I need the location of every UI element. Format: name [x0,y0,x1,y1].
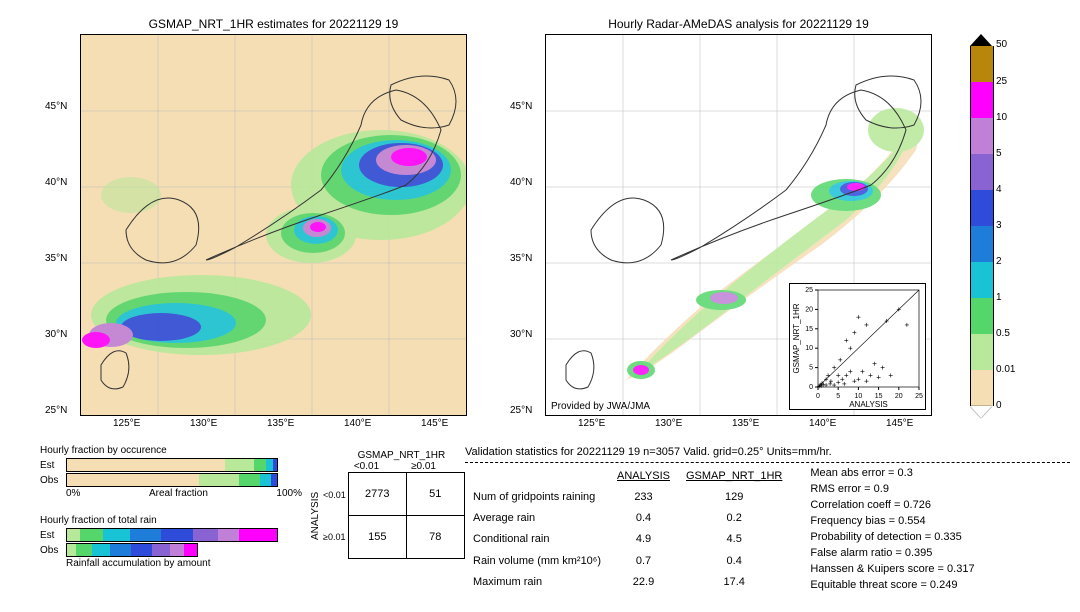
svg-text:0: 0 [809,384,813,391]
svg-text:0: 0 [816,393,820,400]
occ-axis-0: 0% [66,488,80,499]
contingency-table: 277351 15578 [348,472,465,559]
hbar-tot-caption: Rainfall accumulation by amount [66,558,278,569]
svg-text:25: 25 [805,287,813,294]
occ-axis-2: 100% [276,488,302,499]
cell-11: 78 [406,516,464,559]
svg-text:10: 10 [805,345,813,352]
cont-row0: <0.01 [323,490,346,500]
cell-01: 51 [406,473,464,516]
cell-00: 2773 [348,473,406,516]
cont-col1: ≥0.01 [395,461,452,472]
occ-axis-1: Areal fraction [149,488,208,499]
svg-text:GSMAP_NRT_1HR: GSMAP_NRT_1HR [792,303,801,373]
svg-text:15: 15 [875,393,883,400]
ytick: 40°N [510,177,532,188]
hbar-tot-title: Hourly fraction of total rain [40,515,278,526]
stats-col2: GSMAP_NRT_1HR [678,466,790,487]
xtick: 125°E [578,418,605,429]
hbar-occurrence: Hourly fraction by occurence EstObs 0% A… [40,445,302,499]
ytick: 40°N [45,177,67,188]
svg-text:5: 5 [809,365,813,372]
ytick: 30°N [45,329,67,340]
xtick: 135°E [732,418,759,429]
hbar-occ-title: Hourly fraction by occurence [40,445,302,456]
stats-block: Validation statistics for 20221129 19 n=… [465,445,1070,593]
map-left-svg [81,35,466,415]
xtick: 140°E [344,418,371,429]
ytick: 45°N [45,101,67,112]
contingency-block: GSMAP_NRT_1HR <0.01 ≥0.01 ANALYSIS <0.01… [310,450,465,559]
svg-text:15: 15 [805,326,813,333]
svg-text:25: 25 [915,393,923,400]
svg-text:20: 20 [805,306,813,313]
ytick: 35°N [45,253,67,264]
xtick: 145°E [421,418,448,429]
xtick: 145°E [886,418,913,429]
cell-10: 155 [348,516,406,559]
xtick: 130°E [190,418,217,429]
ytick: 45°N [510,101,532,112]
cont-row1: ≥0.01 [323,532,346,542]
cont-row-header: ANALYSIS [310,474,321,558]
scatter-inset: 00 5 5 10 10 15 15 20 20 25 25 ANALYSIS GSMAP_NRT_1H… [789,283,926,410]
ytick: 25°N [510,405,532,416]
ytick: 30°N [510,329,532,340]
ytick: 35°N [510,253,532,264]
xtick: 130°E [655,418,682,429]
xtick: 140°E [809,418,836,429]
map-left: GSMAP_NRT_1HR estimates for 20221129 19 [80,34,467,416]
ytick: 25°N [45,405,67,416]
cont-col-header: GSMAP_NRT_1HR [338,450,465,461]
xtick: 135°E [267,418,294,429]
svg-text:20: 20 [895,393,903,400]
colorbar: 502510543210.50.010 [970,34,1030,414]
provided-label: Provided by JWA/JMA [551,401,650,412]
cont-col0: <0.01 [338,461,395,472]
hbar-total: Hourly fraction of total rain EstObs Rai… [40,515,278,569]
stats-col1: ANALYSIS [609,466,678,487]
svg-text:10: 10 [855,393,863,400]
svg-text:5: 5 [836,393,840,400]
map-left-title: GSMAP_NRT_1HR estimates for 20221129 19 [81,17,466,31]
map-right: Hourly Radar-AMeDAS analysis for 2022112… [545,34,932,416]
xtick: 125°E [113,418,140,429]
map-right-title: Hourly Radar-AMeDAS analysis for 2022112… [546,17,931,31]
stats-title: Validation statistics for 20221129 19 n=… [465,445,1070,463]
stats-table: ANALYSIS GSMAP_NRT_1HR Num of gridpoints… [465,466,790,594]
svg-text:ANALYSIS: ANALYSIS [849,400,888,409]
